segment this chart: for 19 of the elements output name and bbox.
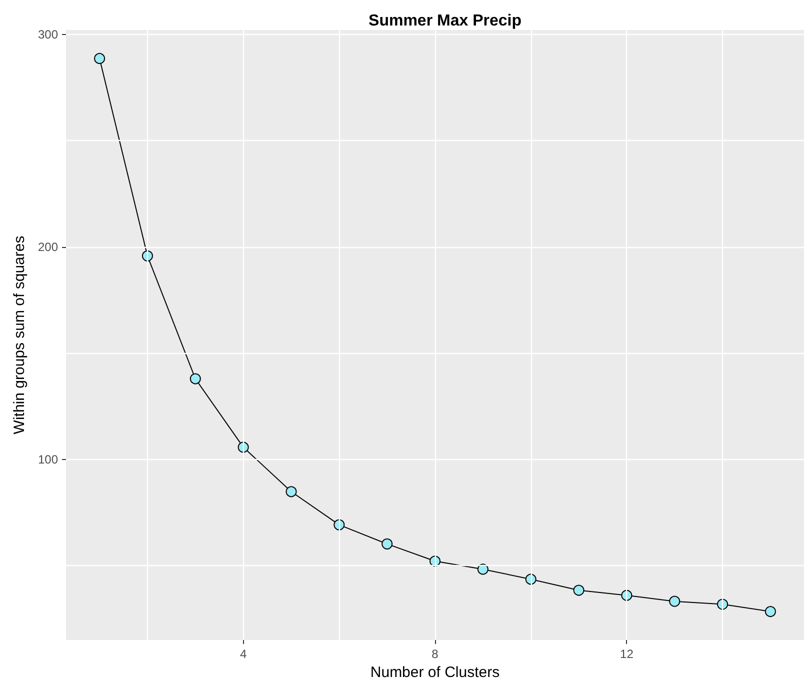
x-tick-label: 4 bbox=[240, 647, 247, 661]
point bbox=[142, 250, 153, 262]
point bbox=[669, 596, 680, 607]
point bbox=[190, 373, 201, 384]
x-tick-label: 8 bbox=[432, 647, 439, 661]
point bbox=[94, 52, 106, 64]
chart-title: Summer Max Precip bbox=[368, 12, 522, 30]
point bbox=[286, 486, 297, 498]
y-axis-title: Within groups sum of squares bbox=[11, 236, 28, 434]
x-tick-label: 12 bbox=[620, 647, 634, 661]
point bbox=[525, 574, 536, 585]
y-tick-label: 300 bbox=[38, 27, 58, 42]
y-tick-label: 200 bbox=[38, 240, 58, 254]
point bbox=[764, 606, 776, 618]
point bbox=[382, 538, 393, 550]
point bbox=[477, 564, 488, 575]
point bbox=[573, 584, 584, 596]
x-axis-title: Number of Clusters bbox=[370, 664, 500, 681]
y-tick-label: 100 bbox=[38, 452, 58, 466]
